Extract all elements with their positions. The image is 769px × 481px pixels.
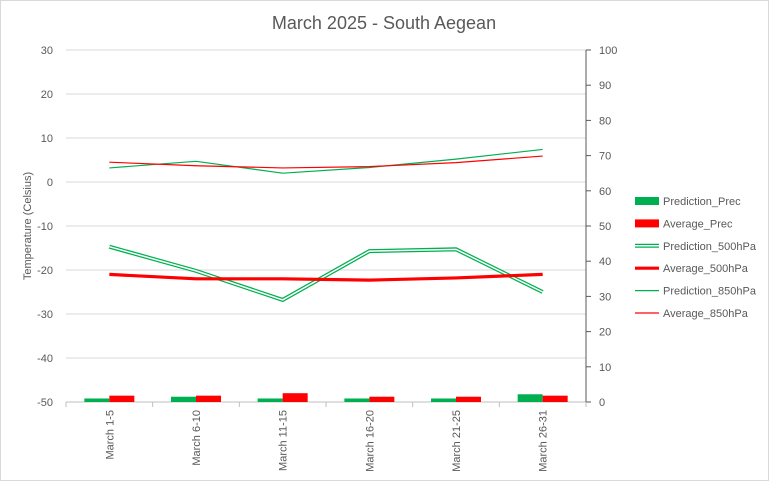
legend-label: Prediction_850hPa bbox=[663, 286, 757, 298]
y-tick-label: 0 bbox=[47, 177, 53, 189]
legend-label: Prediction_500hPa bbox=[663, 241, 757, 253]
y2-tick-label: 100 bbox=[599, 45, 617, 57]
legend-swatch-prediction-prec bbox=[635, 197, 659, 205]
y-axis-title: Temperature (Celsius) bbox=[22, 172, 34, 280]
y2-tick-label: 30 bbox=[599, 291, 611, 303]
legend-label: Average_Prec bbox=[663, 218, 733, 230]
bar-prediction-prec bbox=[84, 398, 110, 402]
x-tick-label: March 1-5 bbox=[104, 410, 116, 460]
y-tick-label: 20 bbox=[41, 89, 53, 101]
y2-tick-label: 80 bbox=[599, 115, 611, 127]
y2-tick-label: 0 bbox=[599, 397, 605, 409]
y-tick-label: 30 bbox=[41, 45, 53, 57]
y-tick-label: -50 bbox=[37, 397, 53, 409]
gridlines bbox=[66, 49, 586, 359]
y2-tick-label: 20 bbox=[599, 327, 611, 339]
legend-label: Prediction_Prec bbox=[663, 196, 741, 208]
y-tick-label: -30 bbox=[37, 309, 53, 321]
legend-label: Average_500hPa bbox=[663, 263, 749, 275]
line-average-850hpa bbox=[109, 155, 543, 169]
y2-tick-label: 70 bbox=[599, 151, 611, 163]
y-tick-label: -10 bbox=[37, 221, 53, 233]
bar-average-prec bbox=[196, 395, 221, 402]
chart-title: March 2025 - South Aegean bbox=[272, 13, 496, 33]
y2-tick-label: 60 bbox=[599, 186, 611, 198]
legend-swatch-average-prec bbox=[635, 219, 659, 228]
legend: Prediction_Prec Average_Prec Prediction_50… bbox=[635, 196, 757, 320]
line-prediction-850hpa bbox=[109, 148, 543, 174]
x-tick-label: March 26-31 bbox=[538, 410, 550, 472]
x-tick-label: March 16-20 bbox=[364, 410, 376, 472]
axes bbox=[65, 49, 591, 407]
bars bbox=[84, 393, 568, 402]
bar-average-prec bbox=[542, 395, 568, 402]
bar-prediction-prec bbox=[431, 398, 456, 402]
bar-prediction-prec bbox=[257, 398, 283, 402]
bar-average-prec bbox=[282, 393, 308, 402]
legend-label: Average_850hPa bbox=[663, 308, 749, 320]
y-tick-label: -40 bbox=[37, 353, 53, 365]
tick-labels: 3020100-10-20-30-40-50100908070605040302… bbox=[37, 45, 617, 472]
bar-prediction-prec bbox=[344, 398, 370, 402]
x-tick-label: March 6-10 bbox=[191, 410, 203, 466]
x-tick-label: March 11-15 bbox=[278, 410, 290, 471]
y2-tick-label: 40 bbox=[599, 256, 611, 268]
line-prediction-500hpa-inner bbox=[109, 245, 543, 301]
bar-prediction-prec bbox=[171, 396, 196, 402]
y2-tick-label: 10 bbox=[599, 362, 611, 374]
lines bbox=[108, 148, 544, 303]
y-tick-label: -20 bbox=[37, 265, 53, 277]
x-tick-label: March 21-25 bbox=[451, 410, 463, 472]
bar-average-prec bbox=[456, 396, 481, 402]
bar-prediction-prec bbox=[517, 394, 543, 402]
y-tick-label: 10 bbox=[41, 133, 53, 145]
y2-tick-label: 50 bbox=[599, 221, 611, 233]
bar-average-prec bbox=[109, 395, 135, 402]
line-prediction-500hpa bbox=[108, 244, 544, 303]
bar-average-prec bbox=[369, 396, 395, 402]
line-average-500hpa bbox=[109, 272, 543, 282]
y2-tick-label: 90 bbox=[599, 80, 611, 92]
